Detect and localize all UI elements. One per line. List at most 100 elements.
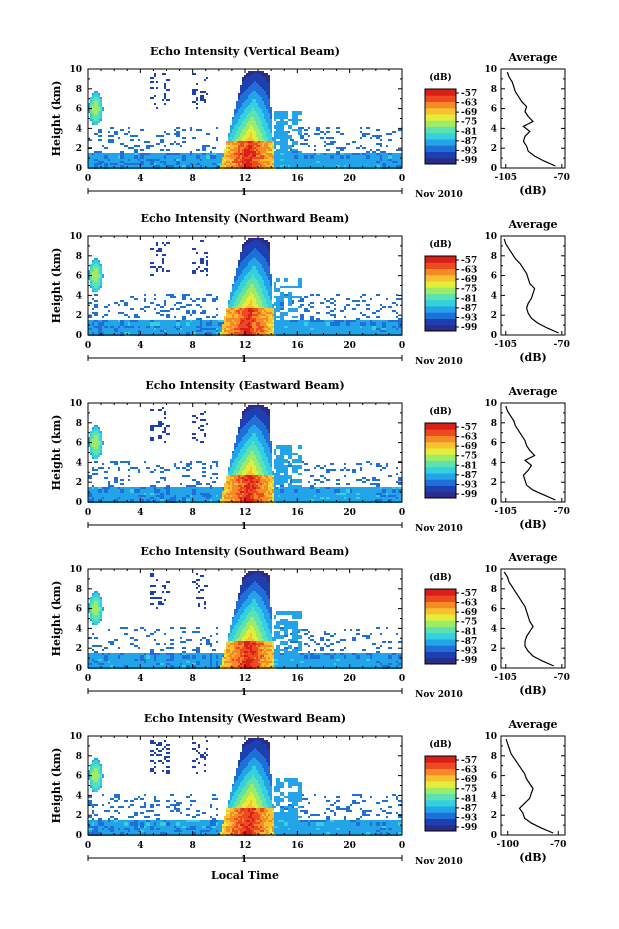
heatmap-cell: [394, 161, 396, 163]
heatmap-cell: [236, 294, 238, 296]
heatmap-cell: [88, 103, 90, 105]
heatmap-cell: [174, 324, 176, 326]
heatmap-cell: [204, 332, 206, 334]
heatmap-cell: [230, 314, 232, 316]
heatmap-cell: [252, 266, 254, 268]
heatmap-cell: [196, 332, 198, 334]
heatmap-cell: [302, 155, 304, 157]
heatmap-cell: [264, 77, 266, 79]
heatmap-cell: [242, 244, 244, 246]
heatmap-cell: [258, 318, 260, 320]
heatmap-cell: [90, 139, 92, 141]
heatmap-cell: [224, 324, 226, 326]
heatmap-cell: [168, 79, 170, 81]
heatmap-cell: [318, 330, 320, 332]
heatmap-cell: [316, 326, 318, 328]
heatmap-cell: [238, 318, 240, 320]
heatmap-cell: [306, 155, 308, 157]
heatmap-cell: [196, 298, 198, 300]
heatmap-cell: [196, 107, 198, 109]
heatmap-cell: [100, 326, 102, 328]
heatmap-cell: [304, 324, 306, 326]
heatmap-cell: [344, 161, 346, 163]
heatmap-cell: [274, 320, 276, 322]
heatmap-cell: [220, 155, 222, 157]
heatmap-cell: [272, 306, 274, 308]
heatmap-cell: [294, 326, 296, 328]
heatmap-cell: [268, 83, 270, 85]
heatmap-cell: [248, 280, 250, 282]
heatmap-cell: [288, 151, 290, 153]
heatmap-cell: [378, 135, 380, 137]
heatmap-cell: [254, 274, 256, 276]
heatmap-cell: [174, 328, 176, 330]
heatmap-cell: [100, 328, 102, 330]
heatmap-cell: [250, 161, 252, 163]
heatmap-cell: [254, 159, 256, 161]
heatmap-cell: [266, 127, 268, 129]
heatmap-cell: [162, 135, 164, 137]
heatmap-cell: [252, 330, 254, 332]
heatmap-cell: [188, 320, 190, 322]
heatmap-cell: [366, 151, 368, 153]
heatmap-cell: [146, 161, 148, 163]
heatmap-cell: [100, 266, 102, 268]
heatmap-cell: [140, 129, 142, 131]
heatmap-cell: [190, 332, 192, 334]
heatmap-cell: [374, 159, 376, 161]
heatmap-cell: [266, 77, 268, 79]
heatmap-cell: [268, 280, 270, 282]
heatmap-cell: [260, 111, 262, 113]
heatmap-cell: [102, 161, 104, 163]
heatmap-cell: [308, 153, 310, 155]
heatmap-cell: [94, 107, 96, 109]
heatmap-cell: [278, 324, 280, 326]
heatmap-cell: [278, 159, 280, 161]
heatmap-cell: [250, 103, 252, 105]
heatmap-cell: [234, 149, 236, 151]
heatmap-cell: [156, 304, 158, 306]
heatmap-cell: [392, 157, 394, 159]
heatmap-cell: [268, 165, 270, 167]
heatmap-cell: [312, 320, 314, 322]
heatmap-cell: [204, 300, 206, 302]
heatmap-cell: [206, 93, 208, 95]
heatmap-cell: [88, 322, 90, 324]
heatmap-cell: [240, 147, 242, 149]
heatmap-cell: [240, 131, 242, 133]
heatmap-cell: [206, 163, 208, 165]
heatmap-cell: [176, 157, 178, 159]
heatmap-cell: [336, 151, 338, 153]
heatmap-cell: [132, 330, 134, 332]
heatmap-cell: [94, 151, 96, 153]
heatmap-cell: [248, 133, 250, 135]
heatmap-cell: [232, 153, 234, 155]
heatmap-cell: [202, 260, 204, 262]
heatmap-cell: [194, 137, 196, 139]
heatmap-cell: [264, 242, 266, 244]
heatmap-cell: [262, 278, 264, 280]
heatmap-cell: [88, 163, 90, 165]
heatmap-cell: [250, 135, 252, 137]
heatmap-cell: [354, 153, 356, 155]
heatmap-cell: [300, 304, 302, 306]
heatmap-cell: [174, 157, 176, 159]
heatmap-cell: [250, 242, 252, 244]
heatmap-cell: [252, 131, 254, 133]
heatmap-cell: [254, 161, 256, 163]
heatmap-cell: [246, 300, 248, 302]
heatmap-cell: [228, 320, 230, 322]
heatmap-cell: [256, 324, 258, 326]
heatmap-cell: [252, 107, 254, 109]
heatmap-cell: [252, 242, 254, 244]
heatmap-cell: [266, 151, 268, 153]
heatmap-cell: [338, 165, 340, 167]
heatmap-cell: [266, 83, 268, 85]
heatmap-cell: [166, 314, 168, 316]
heatmap-cell: [112, 330, 114, 332]
heatmap-cell: [376, 157, 378, 159]
heatmap-cell: [266, 115, 268, 117]
heatmap-cell: [278, 131, 280, 133]
heatmap-cell: [88, 332, 90, 334]
heatmap-cell: [98, 165, 100, 167]
